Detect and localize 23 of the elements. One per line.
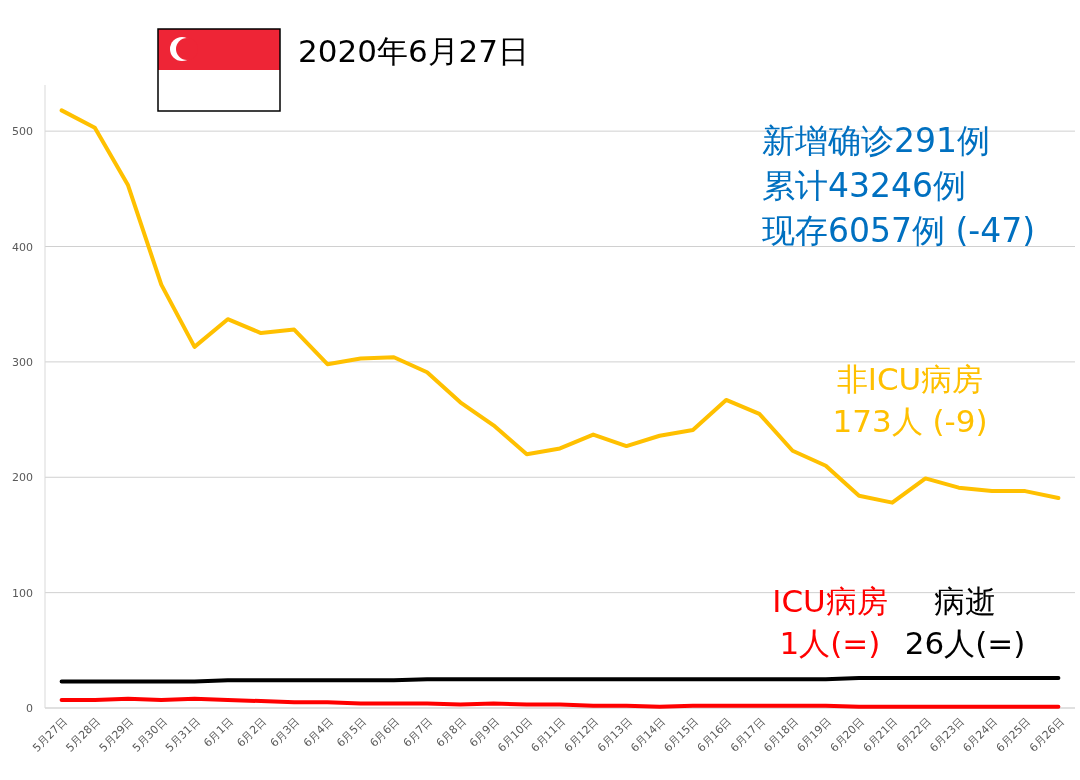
line-series	[59, 108, 1061, 505]
x-tick-label: 6月8日	[433, 714, 469, 750]
annotation: 累计43246例	[762, 166, 966, 205]
x-tick-label: 6月5日	[334, 714, 369, 750]
x-tick-label: 6月7日	[400, 714, 436, 750]
x-tick-label: 6月6日	[367, 714, 402, 750]
chart-title: 2020年6月27日	[298, 33, 530, 69]
y-tick-label: 300	[12, 355, 33, 369]
series-label: ICU病房 1人(=)	[772, 583, 888, 661]
y-tick-label: 100	[12, 586, 33, 600]
series-label: 病逝 26人(=)	[904, 583, 1026, 661]
y-tick-label: 500	[12, 125, 33, 139]
x-tick-label: 6月4日	[300, 714, 336, 750]
annotation: 现存6057例 (-47)	[762, 211, 1036, 250]
series-label: 非ICU病房 173人 (-9)	[832, 361, 988, 439]
y-tick-label: 0	[26, 702, 33, 715]
x-tick-label: 6月3日	[267, 714, 303, 750]
y-tick-label: 400	[12, 240, 33, 254]
annotation: 新增确诊291例	[762, 121, 990, 160]
x-tick-label: 6月1日	[201, 714, 236, 750]
x-tick-label: 6月2日	[234, 714, 270, 750]
y-tick-label: 200	[12, 471, 33, 485]
line-series	[59, 696, 1061, 709]
